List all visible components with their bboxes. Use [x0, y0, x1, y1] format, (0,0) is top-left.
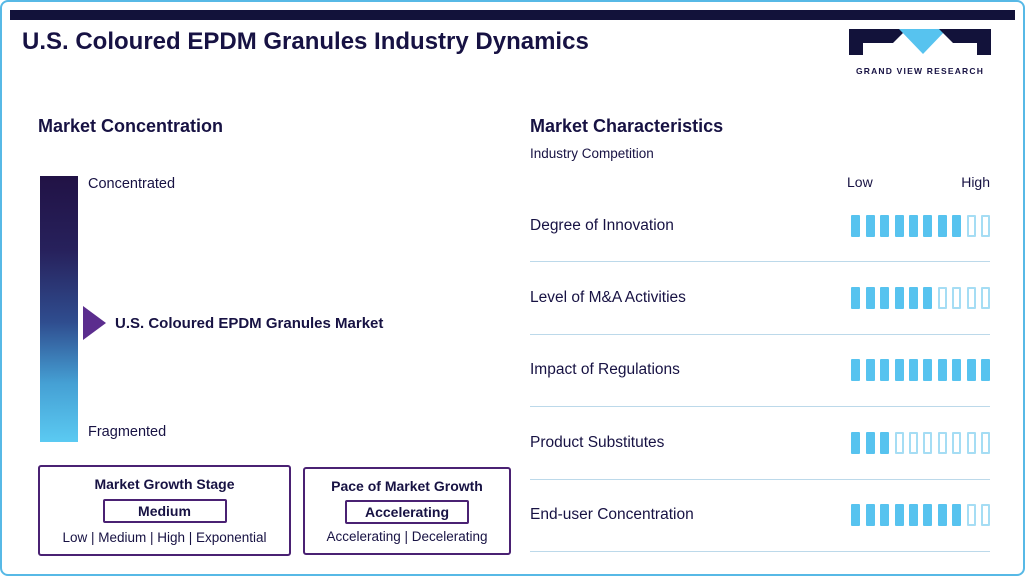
rating-segment-empty	[966, 504, 976, 527]
pace-of-market-growth-box: Pace of Market Growth Accelerating Accel…	[303, 467, 511, 555]
rating-segment-filled	[894, 214, 904, 237]
rating-segment-filled	[865, 431, 875, 454]
rating-segment-filled	[894, 359, 904, 382]
rating-segment-empty	[923, 431, 933, 454]
rating-segment-filled	[952, 359, 962, 382]
pace-title: Pace of Market Growth	[331, 478, 483, 494]
rating-segment-empty	[981, 431, 990, 454]
scale-high-label: High	[961, 174, 990, 190]
rating-segment-filled	[880, 504, 890, 527]
concentrated-label: Concentrated	[88, 176, 176, 192]
rating-segment-filled	[909, 504, 919, 527]
growth-stage-selected-value: Medium	[102, 499, 227, 523]
rating-segment-empty	[952, 431, 962, 454]
rating-segment-empty	[952, 287, 962, 310]
gvr-logo-text: GRAND VIEW RESEARCH	[855, 66, 985, 76]
rating-segment-filled	[865, 214, 875, 237]
rating-segment-empty	[966, 287, 976, 310]
rating-bars	[851, 287, 990, 310]
rating-segment-filled	[952, 504, 962, 527]
rating-bars	[851, 431, 990, 454]
characteristic-label: Product Substitutes	[530, 433, 665, 451]
rating-segment-filled	[966, 359, 976, 382]
top-accent-bar	[10, 10, 1015, 20]
rating-bars	[851, 214, 990, 237]
rating-segment-empty	[909, 431, 919, 454]
rating-segment-empty	[981, 287, 990, 310]
rating-segment-filled	[880, 431, 890, 454]
rating-segment-empty	[981, 504, 990, 527]
rating-segment-filled	[937, 359, 947, 382]
rating-segment-filled	[952, 214, 962, 237]
rating-segment-empty	[966, 431, 976, 454]
rating-segment-empty	[937, 431, 947, 454]
gvr-logo: GRAND VIEW RESEARCH	[849, 27, 991, 76]
rating-segment-filled	[880, 287, 890, 310]
characteristic-row: Level of M&A Activities	[530, 262, 990, 335]
page-title: U.S. Coloured EPDM Granules Industry Dyn…	[22, 28, 589, 55]
rating-segment-filled	[880, 359, 890, 382]
market-growth-stage-box: Market Growth Stage Medium Low | Medium …	[38, 465, 291, 556]
rating-segment-filled	[851, 214, 861, 237]
rating-segment-filled	[851, 504, 861, 527]
rating-segment-filled	[909, 359, 919, 382]
rating-bars	[851, 504, 990, 527]
market-pointer-label: U.S. Coloured EPDM Granules Market	[115, 314, 384, 332]
rating-segment-empty	[981, 214, 990, 237]
rating-segment-filled	[851, 287, 861, 310]
characteristic-label: Level of M&A Activities	[530, 289, 686, 307]
rating-segment-filled	[923, 359, 933, 382]
fragmented-label: Fragmented	[88, 424, 167, 440]
growth-stage-options: Low | Medium | High | Exponential	[62, 530, 267, 545]
rating-segment-empty	[894, 431, 904, 454]
gvr-logo-icon	[849, 29, 991, 55]
characteristic-label: Degree of Innovation	[530, 216, 674, 234]
pace-options: Accelerating | Decelerating	[326, 529, 488, 544]
rating-segment-filled	[894, 504, 904, 527]
rating-segment-filled	[923, 504, 933, 527]
rating-segment-filled	[909, 214, 919, 237]
market-concentration-heading: Market Concentration	[38, 116, 224, 136]
growth-stage-title: Market Growth Stage	[94, 476, 235, 492]
characteristic-row: Degree of Innovation	[530, 190, 990, 263]
rating-segment-filled	[865, 504, 875, 527]
concentration-scale-bar	[40, 176, 78, 442]
rating-segment-filled	[851, 359, 861, 382]
rating-scale-labels: Low High	[847, 174, 990, 190]
rating-segment-filled	[851, 431, 861, 454]
rating-segment-filled	[937, 504, 947, 527]
rating-segment-filled	[909, 287, 919, 310]
rating-segment-empty	[937, 287, 947, 310]
characteristic-label: Impact of Regulations	[530, 361, 680, 379]
scale-low-label: Low	[847, 174, 873, 190]
rating-segment-filled	[865, 359, 875, 382]
characteristics-rows: Degree of Innovation Level of M&A Activit…	[530, 190, 990, 552]
industry-competition-subheading: Industry Competition	[530, 146, 654, 161]
rating-segment-filled	[937, 214, 947, 237]
rating-segment-filled	[894, 287, 904, 310]
rating-segment-empty	[966, 214, 976, 237]
rating-bars	[851, 359, 990, 382]
rating-segment-filled	[880, 214, 890, 237]
pointer-triangle-icon	[83, 306, 106, 340]
rating-segment-filled	[923, 287, 933, 310]
characteristic-row: Product Substitutes	[530, 407, 990, 480]
rating-segment-filled	[865, 287, 875, 310]
market-position-pointer: U.S. Coloured EPDM Granules Market	[83, 306, 383, 340]
rating-segment-filled	[981, 359, 990, 382]
characteristic-row: Impact of Regulations	[530, 335, 990, 408]
rating-segment-filled	[923, 214, 933, 237]
pace-selected-value: Accelerating	[345, 499, 469, 524]
characteristic-row: End-user Concentration	[530, 480, 990, 552]
characteristic-label: End-user Concentration	[530, 506, 694, 524]
market-characteristics-heading: Market Characteristics	[530, 116, 724, 136]
